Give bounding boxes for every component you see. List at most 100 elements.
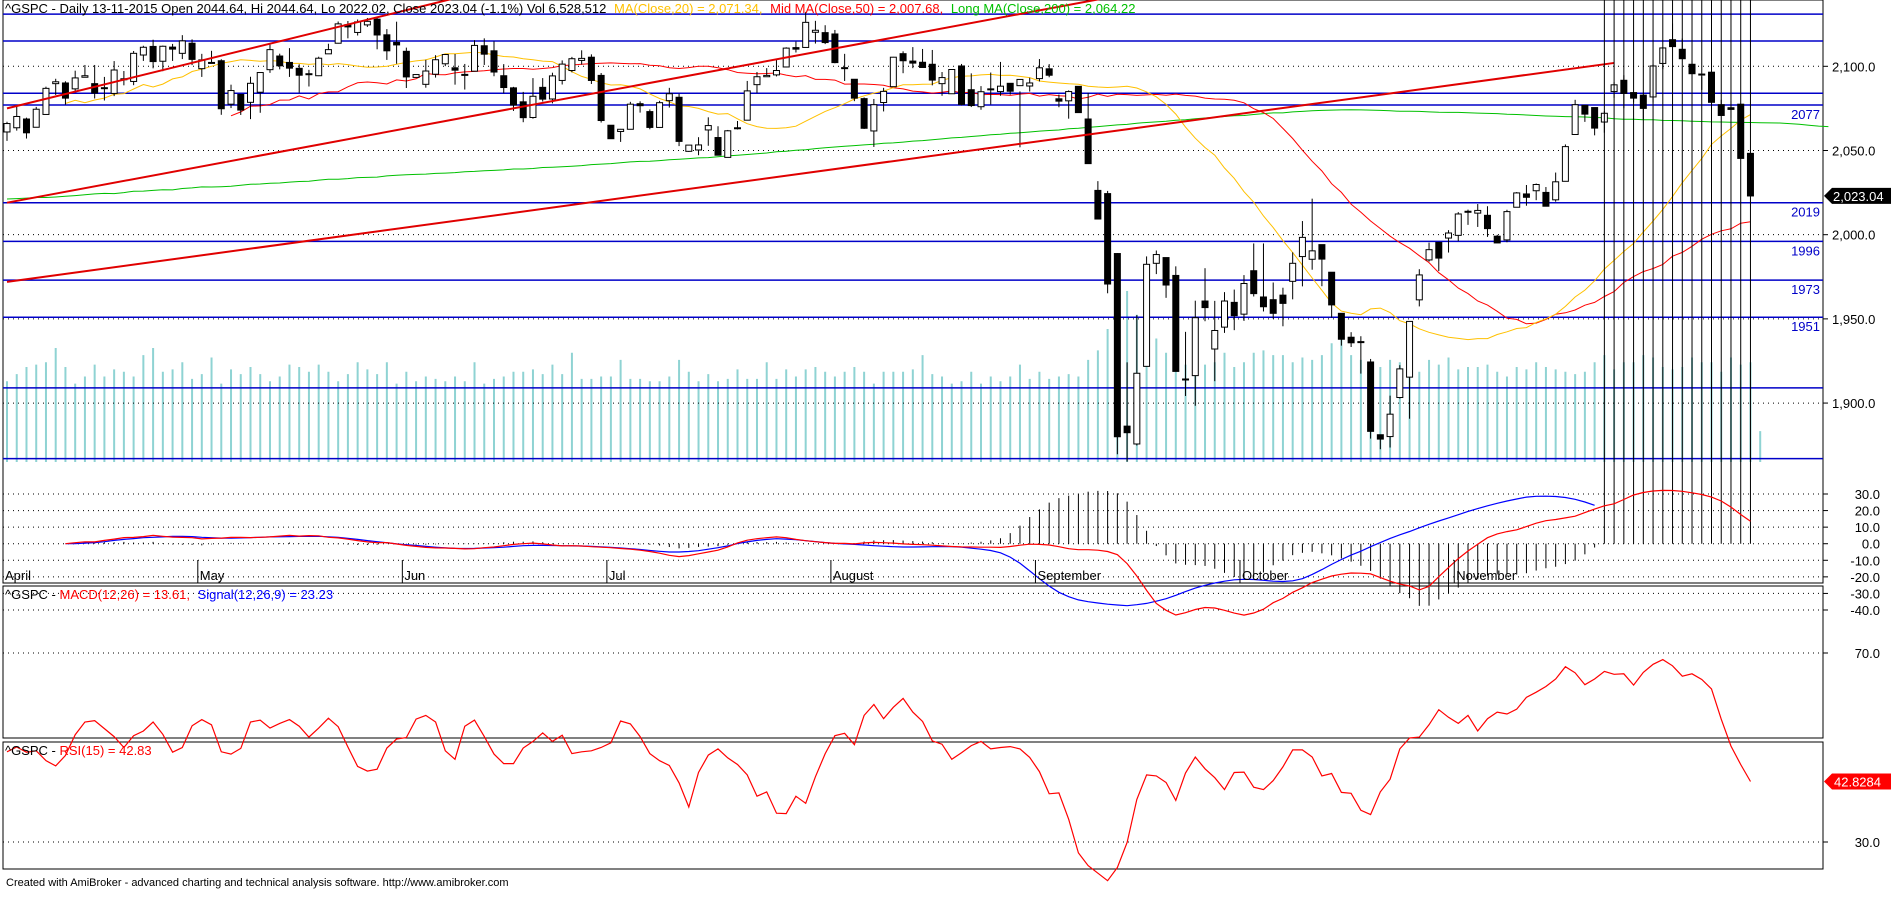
volume-bar [1194, 355, 1197, 462]
volume-bar [1184, 364, 1187, 462]
price-legend-ma50: Mid MA(Close,50) = 2,007.68, [770, 1, 943, 16]
candle-body [1104, 193, 1112, 285]
candle-body [1396, 368, 1404, 399]
month-label: May [200, 568, 225, 583]
price-tick-label: 1,950.0 [1832, 312, 1875, 327]
volume-bar [989, 376, 992, 462]
volume-bar [833, 376, 836, 462]
volume-bar [794, 376, 797, 462]
volume-bar [74, 383, 77, 462]
volume-bar [707, 374, 710, 462]
candle-body [1221, 300, 1228, 328]
volume-bar [561, 374, 564, 462]
candle-body [909, 60, 917, 64]
volume-bar [1155, 338, 1158, 462]
price-tick-label: 1,900.0 [1832, 396, 1875, 411]
candle-body [617, 128, 625, 132]
volume-bar [736, 369, 739, 462]
candle-body [1376, 434, 1384, 440]
candle-body [52, 81, 60, 85]
candle-body [1308, 250, 1316, 260]
rsi-legend-prefix: ^GSPC - [5, 743, 60, 758]
price-legend-ma20: MA(Close,20) = 2,071.34, [614, 1, 763, 16]
candle-body [217, 60, 225, 110]
month-label: November [1456, 568, 1517, 583]
month-label: April [5, 568, 31, 583]
candle-body [656, 102, 664, 128]
volume-bar [872, 383, 875, 462]
candle-body [1055, 98, 1063, 102]
current-rsi-marker [1824, 773, 1891, 790]
candle-body [1094, 189, 1102, 220]
volume-bar [1437, 364, 1440, 462]
candle-body [1143, 263, 1151, 367]
volume-bar [668, 376, 671, 462]
candle-body [1435, 241, 1443, 259]
candle-body [1552, 181, 1560, 201]
volume-bar [639, 378, 642, 462]
candle-body [208, 61, 216, 64]
macd-line [65, 489, 1751, 616]
candle-body [519, 101, 527, 119]
candle-body [1289, 262, 1297, 282]
candle-body [402, 50, 410, 78]
candle-body [1328, 271, 1336, 306]
candle-body [461, 73, 469, 76]
volume-bar [960, 381, 963, 462]
candle-body [500, 75, 508, 89]
candle-body [373, 18, 381, 36]
candle-body [568, 58, 576, 72]
volume-bar [619, 359, 622, 462]
volume-bar [570, 352, 573, 462]
volume-bar [210, 357, 213, 462]
candle-body [578, 57, 586, 61]
volume-bar [697, 381, 700, 462]
candle-body [1406, 320, 1414, 378]
volume-bar [122, 371, 125, 462]
rsi-panel-frame [2, 741, 1824, 870]
candle-body [704, 125, 712, 131]
volume-bar [531, 369, 534, 462]
candle-body [159, 45, 167, 62]
candle-body [130, 52, 138, 82]
candle-body [1162, 257, 1170, 286]
volume-bar [307, 371, 310, 462]
volume-bar [609, 376, 612, 462]
candle-body [597, 74, 605, 122]
month-label: August [833, 568, 874, 583]
volume-bar [1759, 431, 1762, 462]
candle-body [451, 67, 459, 71]
volume-bar [288, 364, 291, 462]
candle-body [42, 87, 50, 115]
volume-bar [1301, 357, 1304, 462]
volume-bar [980, 383, 982, 462]
volume-bar [502, 376, 505, 462]
volume-bar [6, 381, 8, 462]
macd-legend-macd: MACD(12,26) = 13.61, [60, 587, 190, 602]
volume-bar [415, 381, 418, 462]
candle-body [548, 75, 556, 100]
candle-body [1386, 413, 1394, 438]
volume-bar [259, 374, 262, 462]
volume-bar [648, 381, 651, 462]
volume-bar [337, 381, 340, 462]
volume-bar [1165, 352, 1168, 462]
current-rsi-label: 42.8284 [1834, 775, 1881, 790]
candle-body [1581, 104, 1589, 115]
macd-tick-label: -10.0 [1850, 553, 1880, 568]
trendline-red [6, 0, 1101, 204]
volume-bar [181, 362, 184, 462]
volume-bar [83, 376, 86, 462]
volume-bar [366, 369, 369, 462]
candle-body [1152, 254, 1160, 264]
candle-body [1337, 312, 1345, 340]
candle-body [1561, 146, 1569, 182]
volume-bar [454, 376, 457, 462]
volume-bar [191, 378, 194, 462]
volume-bar [493, 378, 495, 462]
candle-body [71, 77, 79, 90]
candle-body [169, 46, 177, 50]
candle-body [432, 59, 440, 75]
candle-body [227, 90, 235, 105]
